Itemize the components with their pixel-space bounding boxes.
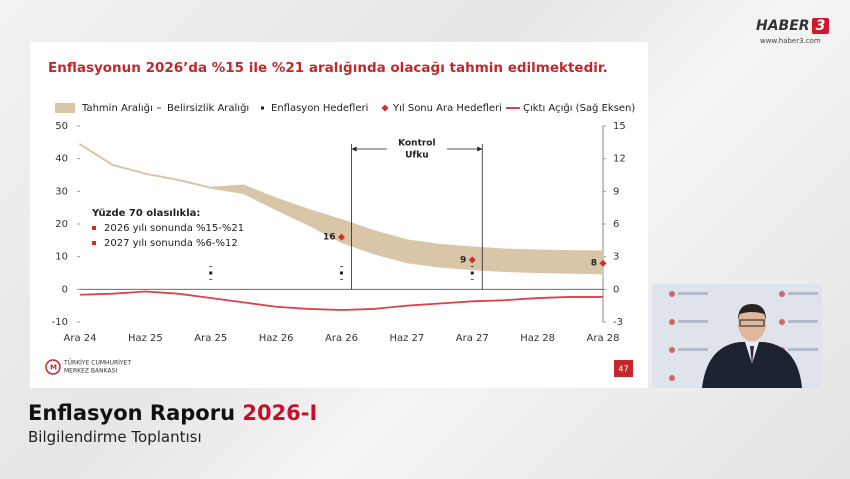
- interim-target: [468, 256, 476, 264]
- x-tick-label: Ara 27: [456, 333, 489, 344]
- broadcast-title: Enflasyon Raporu 2026-I: [28, 401, 317, 425]
- y2-tick-label: 0: [613, 284, 619, 295]
- interim-target: [599, 259, 607, 267]
- bank-logo: M TÜRKİYE CUMHURİYET MERKEZ BANKASI: [45, 359, 131, 375]
- legend-label: Belirsizlik Aralığı: [167, 102, 249, 114]
- y2-tick-label: 3: [613, 252, 619, 263]
- data-label: 9: [460, 255, 466, 265]
- interim-target: [338, 233, 345, 241]
- y2-tick-label: 12: [613, 154, 626, 165]
- channel-url: www.haber3.com: [760, 37, 821, 45]
- legend-label: Tahmin Aralığı: [81, 102, 153, 114]
- x-tick-label: Ara 28: [587, 333, 620, 344]
- y-tick-label: 30: [55, 186, 68, 197]
- x-tick-label: Ara 26: [325, 333, 358, 344]
- x-tick-label: Haz 26: [259, 333, 294, 344]
- bullet: [92, 226, 96, 230]
- box-title: Yüzde 70 olasılıkla:: [91, 208, 200, 219]
- bank-name: TÜRKİYE CUMHURİYET: [63, 360, 131, 367]
- legend-label: Enflasyon Hedefleri: [271, 103, 368, 114]
- legend-label: Yıl Sonu Ara Hedefleri: [392, 103, 502, 114]
- y-tick-label: 20: [55, 219, 68, 230]
- legend-swatch: [261, 106, 264, 110]
- arrow-head: [477, 146, 483, 152]
- target-marker: [470, 271, 474, 275]
- channel-number: 3: [811, 18, 830, 34]
- page-badge: [614, 360, 633, 377]
- y-tick-label: 50: [55, 121, 68, 132]
- y2-tick-label: -3: [613, 317, 623, 328]
- page-number: 47: [618, 365, 628, 374]
- data-label: 16: [323, 233, 336, 243]
- slide: [30, 42, 648, 388]
- bullet: [92, 241, 96, 245]
- video-inset: [652, 284, 822, 388]
- x-tick-label: Ara 25: [194, 333, 227, 344]
- y2-tick-label: 15: [613, 121, 626, 132]
- box-item: 2026 yılı sonunda %15-%21: [104, 223, 244, 234]
- target-marker: [209, 271, 213, 275]
- legend-label: Çıktı Açığı (Sağ Eksen): [523, 102, 635, 114]
- output-gap-line: [79, 290, 603, 311]
- x-tick-label: Ara 24: [64, 333, 97, 344]
- target-marker: [340, 271, 343, 275]
- x-tick-label: Haz 27: [389, 333, 424, 344]
- x-tick-label: Haz 25: [128, 333, 163, 344]
- title-text: Enflasyon Raporu: [28, 401, 236, 425]
- x-tick-label: Haz 28: [520, 333, 555, 344]
- legend-swatch: [55, 103, 75, 113]
- y-tick-label: 10: [55, 252, 68, 263]
- horizon-label: Ufku: [405, 151, 429, 161]
- bank-name: MERKEZ BANKASI: [64, 368, 117, 375]
- y2-tick-label: 9: [613, 186, 619, 197]
- y2-tick-label: 6: [613, 219, 619, 230]
- svg-text:M: M: [50, 364, 57, 372]
- y-tick-label: -10: [52, 317, 68, 328]
- channel-logo: HABER 3: [756, 18, 830, 34]
- broadcast-subtitle: Bilgilendirme Toplantısı: [28, 428, 202, 446]
- y-tick-label: 40: [55, 154, 68, 165]
- channel-name: HABER: [756, 18, 810, 34]
- box-item: 2027 yılı sonunda %6-%12: [104, 238, 238, 249]
- legend-swatch: [381, 104, 389, 112]
- chart-title: Enflasyonun 2026’da %15 ile %21 aralığın…: [48, 60, 608, 76]
- arrow-head: [351, 146, 357, 152]
- y-tick-label: 0: [62, 284, 68, 295]
- title-accent: 2026-I: [242, 401, 318, 425]
- data-label: 8: [591, 259, 597, 269]
- horizon-label: Kontrol: [398, 139, 435, 149]
